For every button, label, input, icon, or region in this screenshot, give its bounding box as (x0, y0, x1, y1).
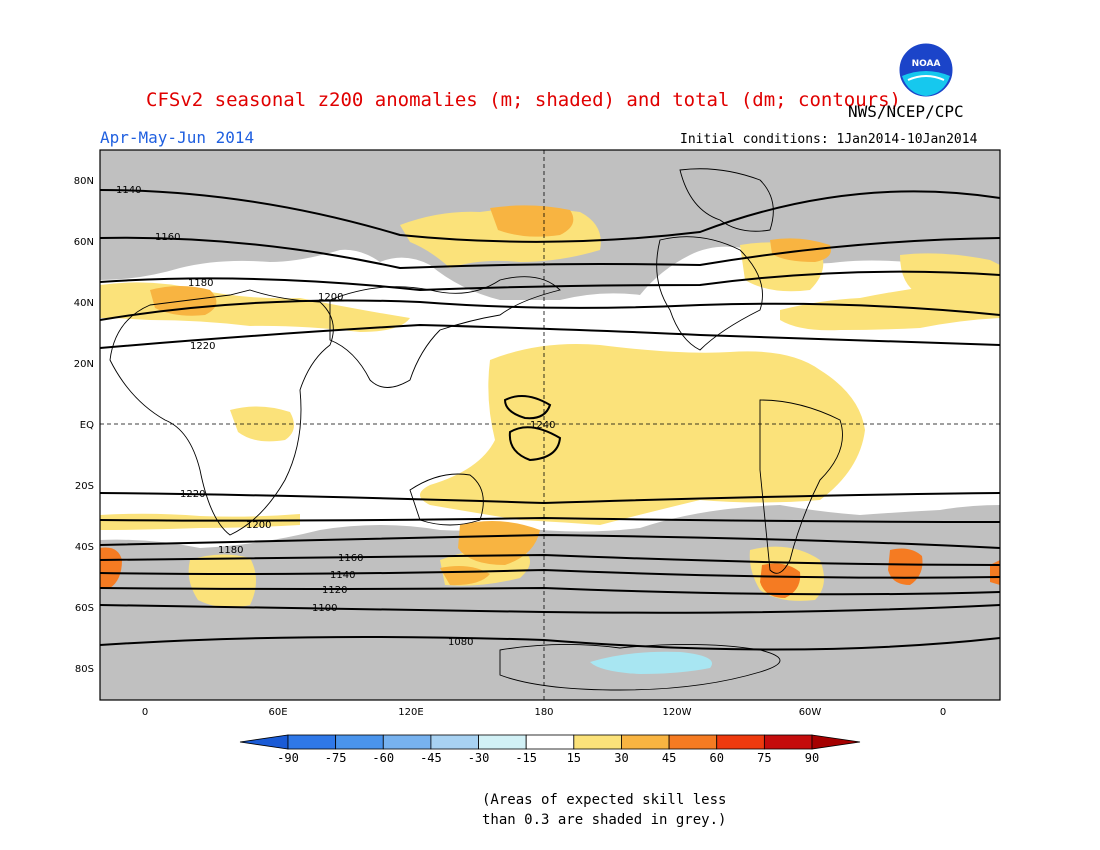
agency-label: NWS/NCEP/CPC (848, 102, 964, 121)
colorbar-tick-label: -15 (515, 751, 537, 765)
lon-label: 60W (799, 707, 822, 718)
colorbar-tick-label: 90 (805, 751, 819, 765)
noaa-logo-icon: NOAA (896, 40, 956, 100)
colorbar-segment (239, 734, 289, 750)
contour-label: 1240 (530, 420, 555, 431)
contour-label: 1140 (330, 570, 355, 581)
season-label: Apr-May-Jun 2014 (100, 128, 255, 147)
contour-label: 1200 (246, 520, 271, 531)
contour-label: 1080 (448, 637, 473, 648)
anomaly-yellow (100, 208, 1000, 608)
colorbar-segment (430, 734, 479, 750)
lon-label: 0 (142, 707, 148, 718)
lat-label: 40S (75, 542, 94, 553)
lat-label: 80S (75, 664, 94, 675)
lon-label: 0 (940, 707, 946, 718)
colorbar-segment (716, 734, 765, 750)
latitude-labels: 80N 60N 40N 20N EQ 20S 40S 60S 80S (74, 176, 94, 675)
anomaly-blue (590, 651, 712, 674)
colorbar-segment (382, 734, 432, 750)
longitude-labels: 0 60E 120E 180 120W 60W 0 (142, 707, 946, 718)
page-title: CFSv2 seasonal z200 anomalies (m; shaded… (146, 89, 901, 111)
colorbar-tick-label: -90 (277, 751, 299, 765)
contour-label: 1220 (180, 489, 205, 500)
contour-label: 1220 (190, 341, 215, 352)
colorbar-tick-label: 30 (614, 751, 628, 765)
colorbar-segment (573, 734, 622, 750)
coastlines (109, 168, 843, 691)
colorbar-tick-label: 60 (710, 751, 724, 765)
logo-text: NOAA (912, 59, 941, 69)
contour-label: 1160 (338, 553, 363, 564)
contour-label: 1180 (188, 278, 213, 289)
lon-label: 120W (663, 707, 692, 718)
skill-note-line1: (Areas of expected skill less (482, 792, 727, 808)
lat-label: EQ (80, 420, 94, 431)
skill-note-line2: than 0.3 are shaded in grey.) (482, 812, 727, 828)
colorbar-segment (525, 734, 575, 750)
colorbar-tick-label: -45 (420, 751, 442, 765)
contour-label: 1200 (318, 292, 343, 303)
colorbar-tick-label: 45 (662, 751, 676, 765)
lon-label: 120E (398, 707, 423, 718)
lat-label: 60N (74, 237, 94, 248)
contour-label: 1120 (322, 585, 347, 596)
colorbar-segment (668, 734, 718, 750)
colorbar: -90 -75 -60 -45 -30 -15 15 30 45 60 75 90 (239, 734, 861, 765)
colorbar-segment (287, 734, 337, 750)
height-contours (99, 189, 1001, 651)
lon-label: 180 (534, 707, 553, 718)
lat-label: 20N (74, 359, 94, 370)
colorbar-tick-label: -30 (468, 751, 490, 765)
lat-label: 20S (75, 481, 94, 492)
lat-label: 80N (74, 176, 94, 187)
anomaly-red (100, 547, 1000, 598)
lat-label: 60S (75, 603, 94, 614)
colorbar-segment (621, 734, 670, 750)
contour-label: 1100 (312, 603, 337, 614)
contour-label: 1160 (155, 232, 180, 243)
colorbar-segment (335, 734, 384, 750)
colorbar-tick-label: 15 (567, 751, 581, 765)
contour-label-group: 1140 1160 1180 1200 1220 1240 1220 1200 … (116, 185, 555, 648)
lon-label: 60E (268, 707, 287, 718)
colorbar-segment (478, 734, 527, 750)
colorbar-tick-label: -75 (325, 751, 347, 765)
contour-label: 1180 (218, 545, 243, 556)
colorbar-segment (763, 734, 813, 750)
lat-label: 40N (74, 298, 94, 309)
map-border (99, 149, 1001, 701)
colorbar-tick-label: 75 (757, 751, 771, 765)
colorbar-tick-label: -60 (372, 751, 394, 765)
initial-conditions-label: Initial conditions: 1Jan2014-10Jan2014 (680, 132, 978, 147)
contour-label: 1140 (116, 185, 141, 196)
colorbar-segment (811, 734, 861, 750)
